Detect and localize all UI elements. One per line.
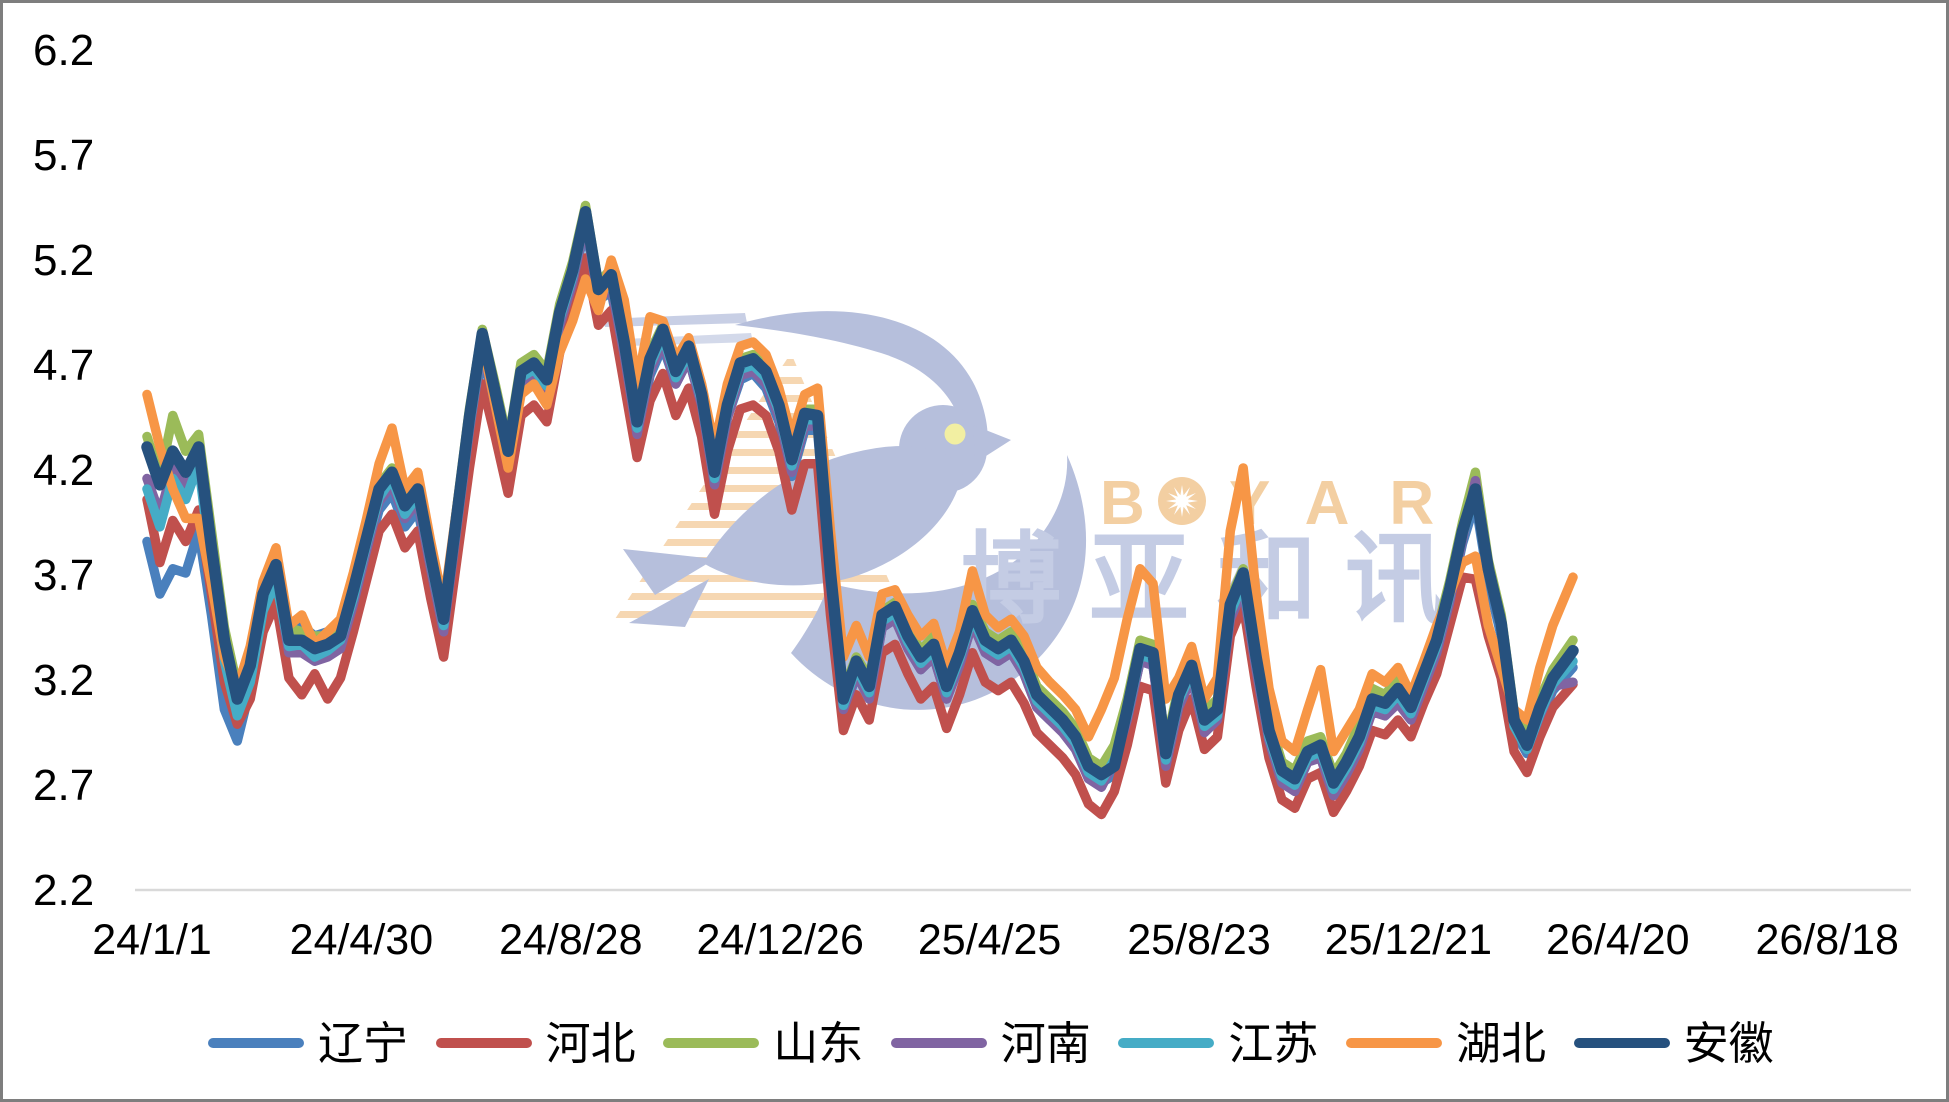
y-axis-label: 5.2: [33, 236, 95, 285]
x-axis-label: 24/8/28: [499, 916, 643, 964]
series-line-河北: [142, 253, 1578, 820]
dove-eye-icon: [944, 423, 966, 445]
y-axis-label: 5.7: [33, 131, 95, 180]
legend-swatch-icon: [1118, 1038, 1215, 1048]
price-chart-svg: B YAR 博亚和讯: [135, 200, 1911, 892]
legend-swatch-icon: [1346, 1038, 1442, 1048]
x-axis-label: 25/4/25: [917, 916, 1062, 964]
legend-item-湖北[interactable]: 湖北: [1346, 1015, 1546, 1071]
legend-item-河北[interactable]: 河北: [435, 1015, 636, 1071]
legend-label: 山东: [773, 1017, 864, 1069]
y-axis-label: 2.2: [33, 866, 95, 915]
legend-label: 江苏: [1228, 1017, 1319, 1069]
x-axis-label: 24/4/30: [289, 916, 434, 964]
legend-swatch-icon: [890, 1038, 987, 1048]
legend-swatch-icon: [663, 1038, 760, 1048]
brand-en-yar: YAR: [1229, 469, 1474, 538]
y-axis-label: 2.7: [33, 761, 95, 810]
y-axis-label: 6.2: [33, 26, 95, 75]
legend-swatch-icon: [208, 1038, 304, 1048]
legend-label: 河南: [1000, 1017, 1091, 1069]
series-line-安徽: [141, 206, 1579, 789]
y-axis-label: 4.2: [33, 446, 95, 495]
legend-item-河南[interactable]: 河南: [890, 1015, 1091, 1071]
legend-label: 河北: [545, 1017, 636, 1069]
y-axis-label: 3.2: [33, 656, 95, 705]
watermark-brand-cn: 博亚和讯: [961, 524, 1473, 636]
x-axis-label: 24/12/26: [696, 916, 864, 964]
legend-label: 辽宁: [318, 1017, 409, 1069]
y-axis-label: 3.7: [33, 551, 95, 600]
legend-item-辽宁[interactable]: 辽宁: [208, 1015, 408, 1071]
watermark-brand-en: B YAR: [1100, 469, 1474, 538]
x-axis-label: 26/4/20: [1546, 916, 1690, 964]
y-axis-label: 4.7: [33, 341, 95, 390]
x-axis-label: 26/8/18: [1755, 916, 1899, 964]
legend-label: 安徽: [1683, 1017, 1774, 1069]
sunburst-o-icon: [1158, 477, 1206, 525]
brand-en-b: B: [1100, 469, 1145, 538]
legend-label: 湖北: [1456, 1017, 1547, 1069]
legend-item-山东[interactable]: 山东: [663, 1015, 863, 1071]
legend-item-安徽[interactable]: 安徽: [1573, 1015, 1774, 1071]
legend-item-江苏[interactable]: 江苏: [1118, 1015, 1318, 1071]
series-line-湖北: [142, 255, 1578, 757]
legend-swatch-icon: [1573, 1038, 1670, 1048]
x-axis-label: 24/1/1: [92, 916, 212, 964]
x-axis-label: 25/8/23: [1127, 916, 1271, 964]
x-axis-label: 25/12/21: [1324, 916, 1493, 964]
legend-swatch-icon: [435, 1038, 532, 1048]
